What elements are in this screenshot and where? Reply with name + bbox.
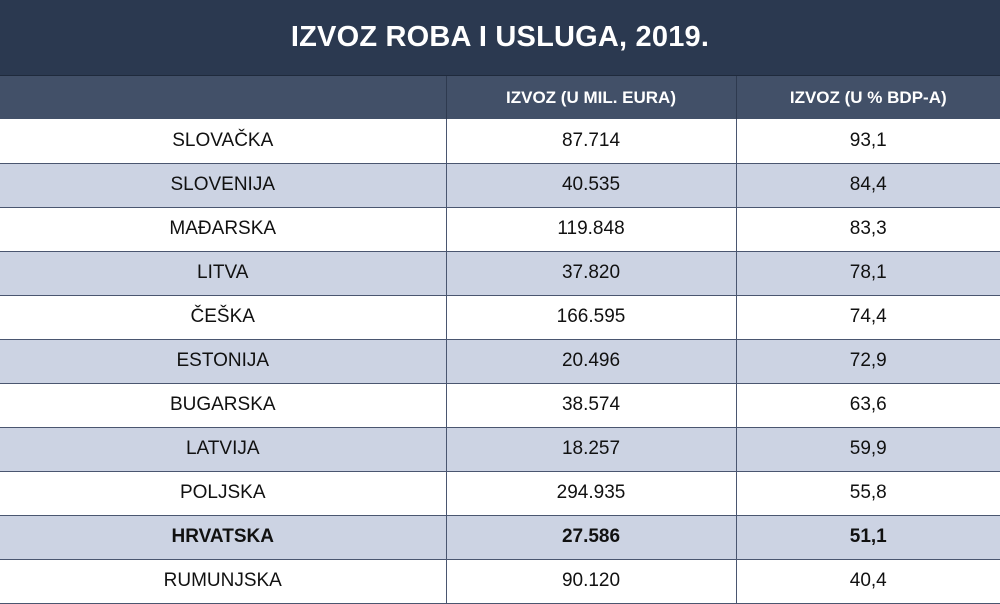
table-title: IZVOZ ROBA I USLUGA, 2019. bbox=[0, 0, 1000, 76]
export-meur-cell: 87.714 bbox=[445, 119, 736, 164]
country-cell: ČEŠKA bbox=[0, 295, 446, 340]
header-export-meur: IZVOZ (U MIL. EURA) bbox=[445, 76, 736, 119]
table-row: ESTONIJA 20.496 72,9 bbox=[0, 339, 1000, 384]
table-row: SLOVAČKA 87.714 93,1 bbox=[0, 119, 1000, 164]
country-cell: POLJSKA bbox=[0, 471, 446, 516]
export-pct-gdp-cell: 55,8 bbox=[735, 471, 1000, 516]
export-pct-gdp-cell: 84,4 bbox=[735, 163, 1000, 208]
table-row: LITVA 37.820 78,1 bbox=[0, 251, 1000, 296]
table-body: SLOVAČKA 87.714 93,1 SLOVENIJA 40.535 84,4 MAĐ… bbox=[0, 119, 1000, 604]
country-cell: RUMUNJSKA bbox=[0, 559, 446, 604]
export-meur-cell: 37.820 bbox=[445, 251, 736, 296]
country-cell: LATVIJA bbox=[0, 427, 446, 472]
country-cell: BUGARSKA bbox=[0, 383, 446, 428]
export-pct-gdp-cell: 40,4 bbox=[735, 559, 1000, 604]
export-pct-gdp-cell: 51,1 bbox=[735, 515, 1000, 560]
table-row: SLOVENIJA 40.535 84,4 bbox=[0, 163, 1000, 208]
export-meur-cell: 38.574 bbox=[445, 383, 736, 428]
table-row: BUGARSKA 38.574 63,6 bbox=[0, 383, 1000, 428]
export-pct-gdp-cell: 93,1 bbox=[735, 119, 1000, 164]
export-meur-cell: 119.848 bbox=[445, 207, 736, 252]
export-pct-gdp-cell: 72,9 bbox=[735, 339, 1000, 384]
export-meur-cell: 166.595 bbox=[445, 295, 736, 340]
export-pct-gdp-cell: 74,4 bbox=[735, 295, 1000, 340]
table-row: HRVATSKA 27.586 51,1 bbox=[0, 515, 1000, 560]
table-row: POLJSKA 294.935 55,8 bbox=[0, 471, 1000, 516]
export-meur-cell: 294.935 bbox=[445, 471, 736, 516]
export-meur-cell: 20.496 bbox=[445, 339, 736, 384]
table-row: RUMUNJSKA 90.120 40,4 bbox=[0, 559, 1000, 604]
header-country bbox=[0, 76, 446, 119]
export-pct-gdp-cell: 59,9 bbox=[735, 427, 1000, 472]
table-row: LATVIJA 18.257 59,9 bbox=[0, 427, 1000, 472]
export-meur-cell: 18.257 bbox=[445, 427, 736, 472]
country-cell: HRVATSKA bbox=[0, 515, 446, 560]
country-cell: LITVA bbox=[0, 251, 446, 296]
country-cell: ESTONIJA bbox=[0, 339, 446, 384]
export-pct-gdp-cell: 63,6 bbox=[735, 383, 1000, 428]
export-pct-gdp-cell: 83,3 bbox=[735, 207, 1000, 252]
export-meur-cell: 40.535 bbox=[445, 163, 736, 208]
export-meur-cell: 27.586 bbox=[445, 515, 736, 560]
export-pct-gdp-cell: 78,1 bbox=[735, 251, 1000, 296]
header-row: IZVOZ (U MIL. EURA) IZVOZ (U % BDP-A) bbox=[0, 76, 1000, 119]
export-meur-cell: 90.120 bbox=[445, 559, 736, 604]
header-export-pct-gdp: IZVOZ (U % BDP-A) bbox=[735, 76, 1000, 119]
export-table: IZVOZ (U MIL. EURA) IZVOZ (U % BDP-A) SL… bbox=[0, 76, 1000, 604]
table-row: ČEŠKA 166.595 74,4 bbox=[0, 295, 1000, 340]
table-row: MAĐARSKA 119.848 83,3 bbox=[0, 207, 1000, 252]
country-cell: SLOVENIJA bbox=[0, 163, 446, 208]
country-cell: MAĐARSKA bbox=[0, 207, 446, 252]
country-cell: SLOVAČKA bbox=[0, 119, 446, 164]
